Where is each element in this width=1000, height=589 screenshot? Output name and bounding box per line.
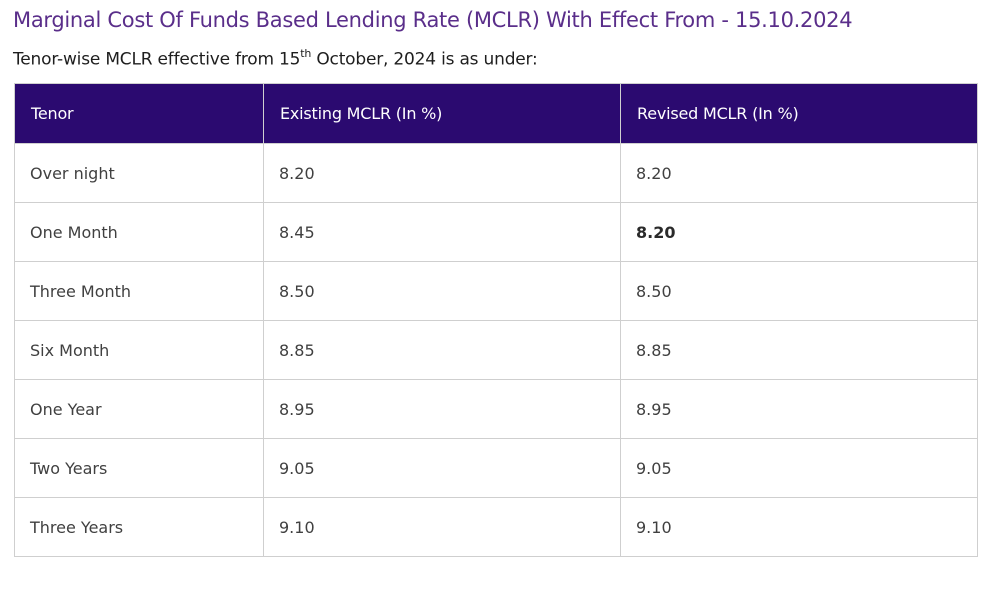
existing-mclr-cell: 8.95 — [263, 379, 621, 439]
tenor-cell: Three Month — [14, 261, 264, 321]
tenor-cell: Three Years — [14, 497, 264, 557]
revised-mclr-cell: 8.20 — [620, 143, 978, 203]
subtitle-superscript: th — [300, 47, 312, 60]
subtitle-text-before: Tenor-wise MCLR effective from 15 — [13, 49, 301, 70]
existing-mclr-cell: 8.45 — [263, 202, 621, 262]
existing-mclr-cell: 8.85 — [263, 320, 621, 380]
page-title: Marginal Cost Of Funds Based Lending Rat… — [13, 8, 853, 32]
table-row: Two Years 9.05 9.05 — [14, 438, 978, 498]
table-header-row: Tenor Existing MCLR (In %) Revised MCLR … — [14, 83, 978, 144]
mclr-table: Tenor Existing MCLR (In %) Revised MCLR … — [14, 83, 978, 557]
tenor-cell: One Month — [14, 202, 264, 262]
column-header-existing-mclr: Existing MCLR (In %) — [263, 83, 621, 144]
table-row: Three Month 8.50 8.50 — [14, 261, 978, 321]
column-header-tenor: Tenor — [14, 83, 264, 144]
tenor-cell: One Year — [14, 379, 264, 439]
revised-mclr-cell: 8.95 — [620, 379, 978, 439]
table-subtitle: Tenor-wise MCLR effective from 15th Octo… — [13, 47, 538, 70]
revised-mclr-cell: 9.10 — [620, 497, 978, 557]
column-header-revised-mclr: Revised MCLR (In %) — [620, 83, 978, 144]
existing-mclr-cell: 9.10 — [263, 497, 621, 557]
table-row: One Year 8.95 8.95 — [14, 379, 978, 439]
tenor-cell: Six Month — [14, 320, 264, 380]
revised-mclr-cell: 8.50 — [620, 261, 978, 321]
table-row: One Month 8.45 8.20 — [14, 202, 978, 262]
existing-mclr-cell: 8.50 — [263, 261, 621, 321]
revised-mclr-cell: 8.20 — [620, 202, 978, 262]
revised-mclr-cell: 8.85 — [620, 320, 978, 380]
table-row: Over night 8.20 8.20 — [14, 143, 978, 203]
existing-mclr-cell: 9.05 — [263, 438, 621, 498]
tenor-cell: Two Years — [14, 438, 264, 498]
tenor-cell: Over night — [14, 143, 264, 203]
table-row: Three Years 9.10 9.10 — [14, 497, 978, 557]
existing-mclr-cell: 8.20 — [263, 143, 621, 203]
revised-mclr-cell: 9.05 — [620, 438, 978, 498]
subtitle-text-after: October, 2024 is as under: — [311, 49, 538, 70]
table-row: Six Month 8.85 8.85 — [14, 320, 978, 380]
